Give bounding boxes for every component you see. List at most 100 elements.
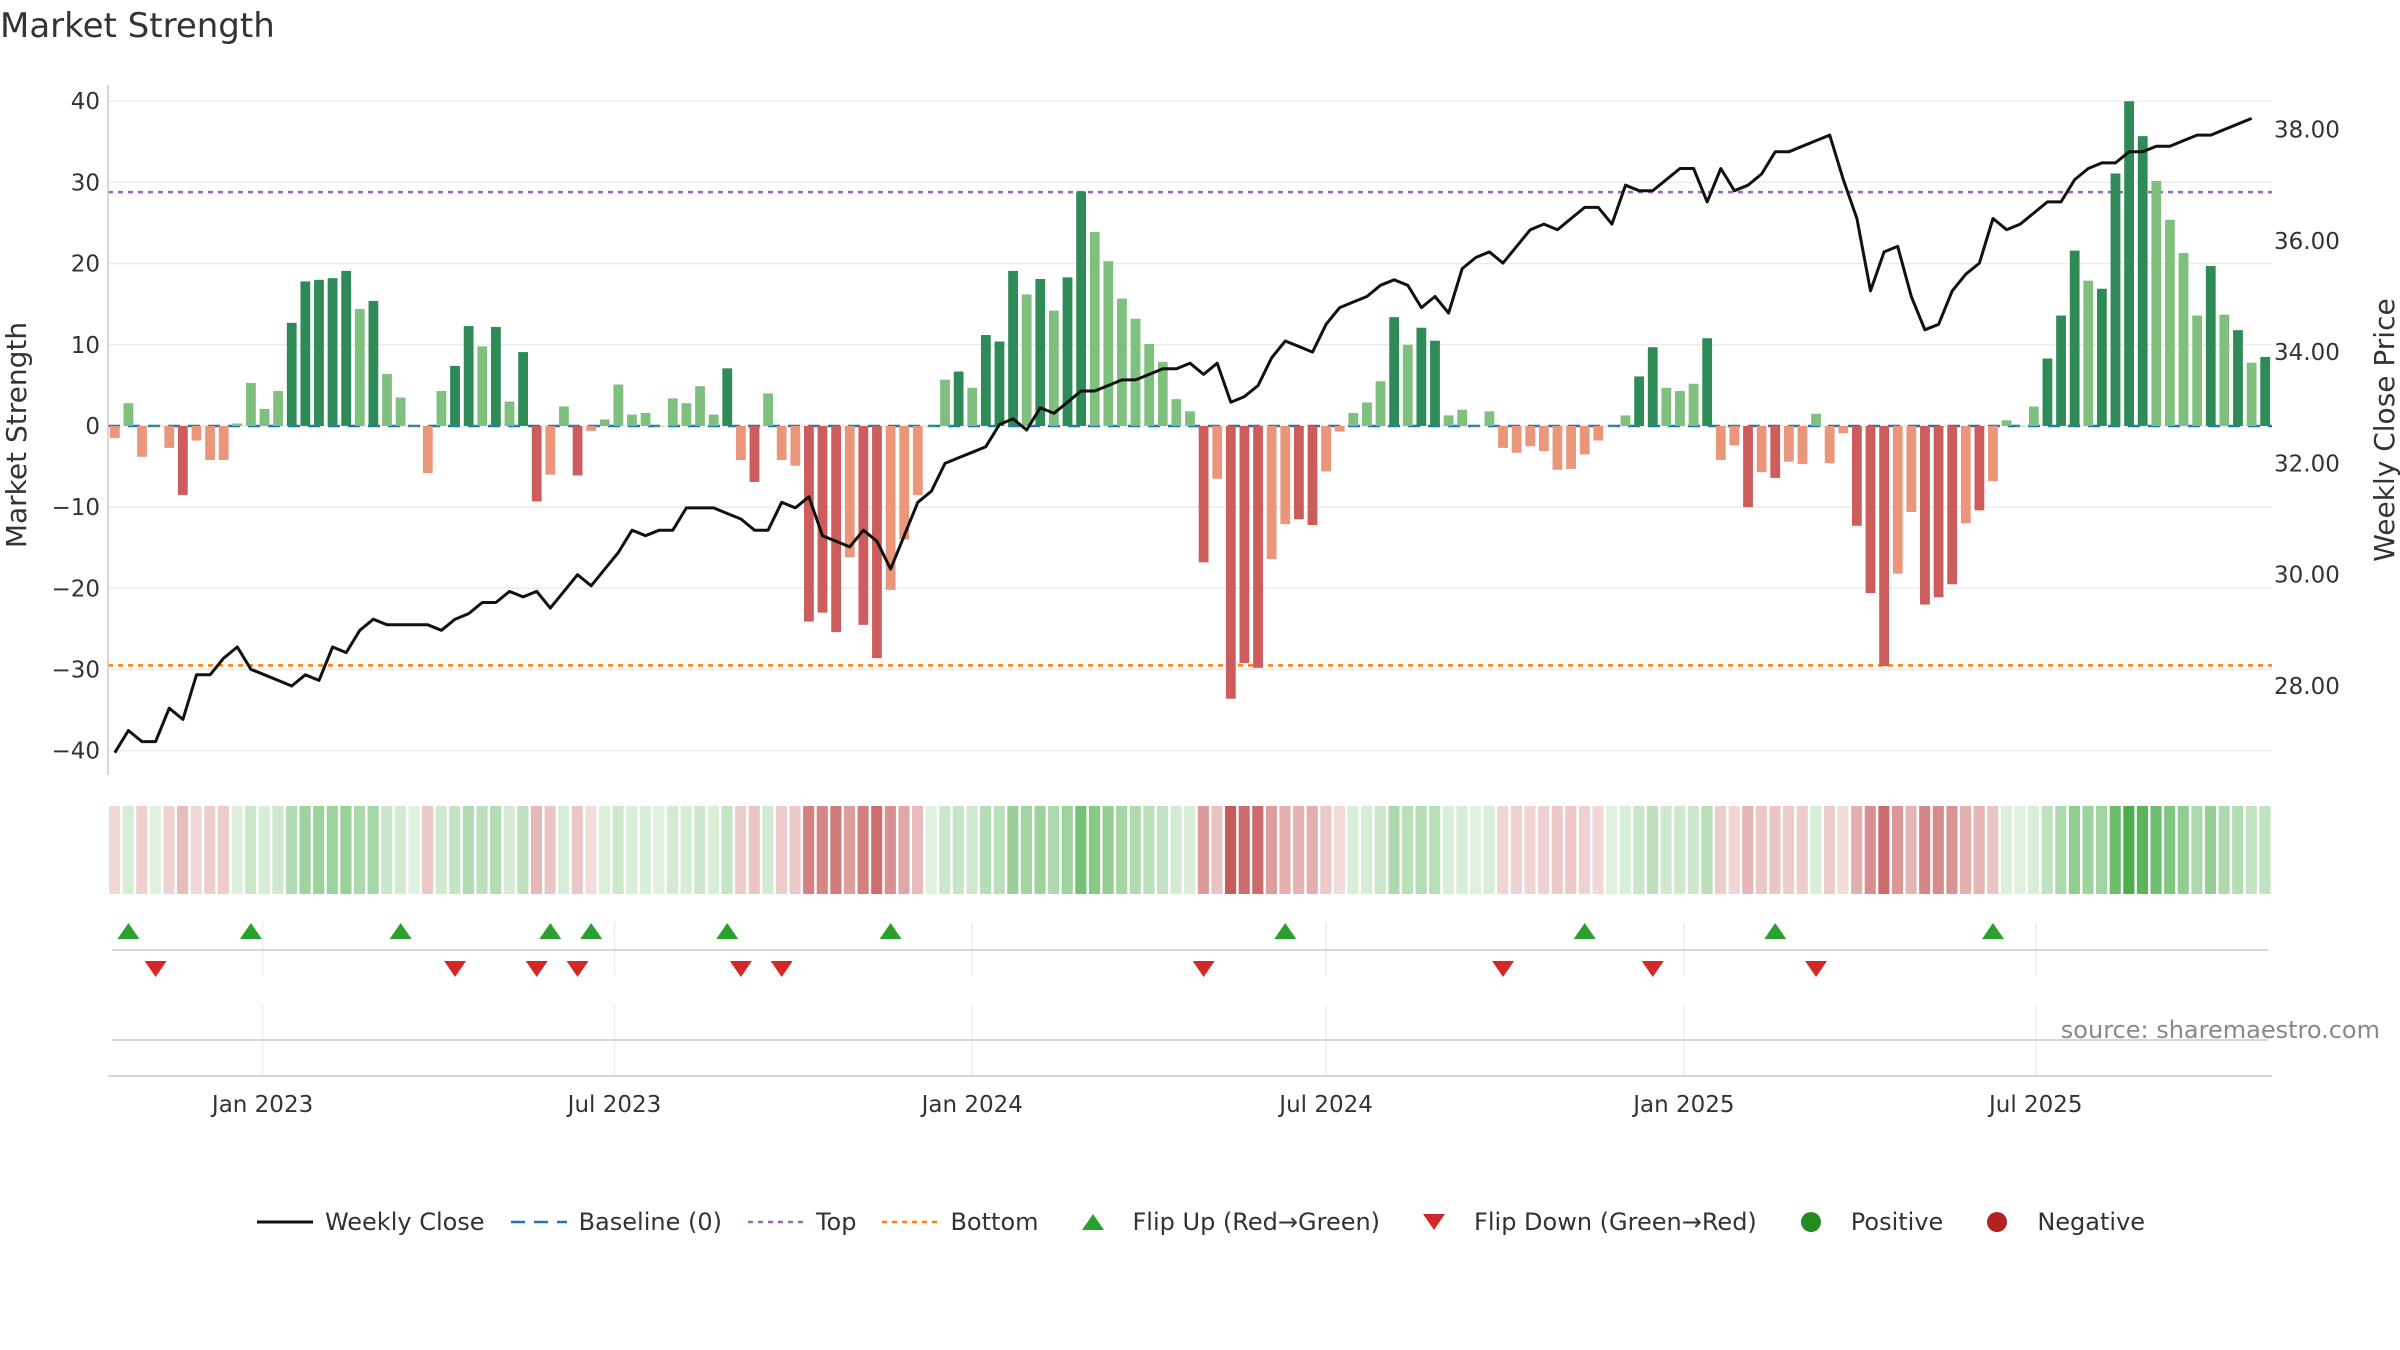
strength-bar [1824, 425, 1835, 464]
strength-strip-cell [2232, 806, 2244, 894]
strength-strip-cell [1538, 806, 1550, 894]
strength-strip-cell [136, 806, 148, 894]
strength-bar [1947, 425, 1958, 585]
strength-bar [1484, 411, 1495, 426]
legend-label: Flip Up (Red→Green) [1132, 1208, 1381, 1236]
legend-swatch-icon [882, 1220, 939, 1224]
strength-bar [1321, 425, 1332, 472]
strength-strip-cell [966, 806, 978, 894]
flip-down-marker [1192, 961, 1215, 977]
strength-bar [1770, 425, 1781, 478]
strength-strip-cell [177, 806, 189, 894]
strength-bar [967, 387, 978, 426]
strength-strip-cell [1946, 806, 1958, 894]
strength-bar [1865, 425, 1876, 594]
strength-strip-cell [1551, 806, 1563, 894]
y2-tick-label: 30.00 [2274, 563, 2340, 589]
strength-bar [1756, 425, 1767, 473]
strength-bar [613, 384, 624, 426]
strength-strip-cell [1578, 806, 1590, 894]
legend-swatch-icon [1081, 1214, 1104, 1230]
strength-bar [1239, 425, 1250, 663]
strength-bar [1851, 425, 1862, 526]
strength-bar [1035, 279, 1046, 426]
strength-bar [191, 425, 202, 441]
strength-bar [273, 391, 284, 426]
strength-strip-cell [2068, 806, 2080, 894]
strength-bar [1988, 425, 1998, 482]
strength-bar [1566, 425, 1576, 469]
strength-strip-cell [1606, 806, 1618, 894]
flip-down-marker [770, 961, 793, 977]
strength-strip-cell [925, 806, 937, 894]
strength-strip-cell [2191, 806, 2203, 894]
strength-bar [1920, 425, 1930, 605]
strength-bar [776, 425, 787, 461]
strength-bar [1198, 425, 1209, 563]
strength-strip-cell [2000, 806, 2012, 894]
strength-strip-cell [2218, 806, 2230, 894]
strength-strip-cell [1197, 806, 1209, 894]
strength-bar [1307, 425, 1318, 525]
legend-item-positive: Positive [1781, 1208, 1943, 1236]
strength-bar [164, 425, 175, 448]
strength-bar [2137, 136, 2148, 426]
strength-strip-cell [1660, 806, 1672, 894]
strength-strip-cell [1211, 806, 1223, 894]
legend: Weekly Close Baseline (0) Top Bottom Flip Up… [0, 1208, 2400, 1236]
strength-strip-cell [1728, 806, 1740, 894]
strength-bar [2001, 420, 2012, 426]
strength-strip-cell [1007, 806, 1019, 894]
strength-strip-cell [585, 806, 597, 894]
strength-bar [980, 335, 991, 426]
strength-bar [1579, 425, 1590, 455]
strength-strip-cell [1674, 806, 1686, 894]
strength-bar [708, 414, 719, 426]
strength-bar [2219, 314, 2230, 426]
strength-strip-cell [707, 806, 719, 894]
strength-strip-cell [1851, 806, 1863, 894]
strength-bar [1538, 425, 1549, 452]
strength-strip-cell [1783, 806, 1795, 894]
legend-swatch-icon [1987, 1212, 2008, 1232]
strength-strip-cell [122, 806, 134, 894]
flip-up-marker [239, 923, 262, 939]
strength-strip-cell [2177, 806, 2189, 894]
flip-down-marker [729, 961, 752, 977]
strength-bar [1266, 425, 1277, 560]
strength-bar [1470, 425, 1481, 427]
strength-bar [2096, 288, 2107, 426]
strength-strip-cell [1769, 806, 1781, 894]
strength-bar [1362, 402, 1372, 426]
y-tick-label: 10 [71, 333, 100, 359]
strength-bar [1607, 425, 1617, 427]
strength-strip-cell [2096, 806, 2108, 894]
strength-strip-cell [1701, 806, 1713, 894]
strength-strip-cell [1401, 806, 1414, 894]
strength-strip-cell [353, 806, 366, 894]
strength-strip-cell [1374, 806, 1386, 894]
strength-bar [1157, 361, 1168, 426]
flip-down-marker [1492, 961, 1515, 977]
strength-bar [368, 300, 379, 426]
flip-up-marker [389, 923, 412, 939]
strength-strip-cell [1619, 806, 1631, 894]
strength-bar [1647, 347, 1658, 426]
strength-strip-cell [517, 806, 529, 894]
strength-bar [2151, 180, 2162, 426]
strength-strip-cell [1959, 806, 1972, 894]
strength-strip-cell [952, 806, 964, 894]
strength-bar [2192, 315, 2203, 426]
strength-strip-cell [1252, 806, 1264, 894]
strength-strip-cell [1633, 806, 1645, 894]
strength-bar [327, 278, 338, 426]
strength-strip-cell [1714, 806, 1727, 894]
strength-bar [422, 425, 433, 474]
strength-bar [831, 425, 842, 633]
flip-up-marker [580, 923, 603, 939]
grid-lines [108, 100, 2272, 1076]
legend-label: Flip Down (Green→Red) [1474, 1208, 1757, 1236]
flip-markers [112, 923, 2268, 977]
strength-strip-cell [1238, 806, 1250, 894]
strength-strip-cell [871, 806, 883, 894]
